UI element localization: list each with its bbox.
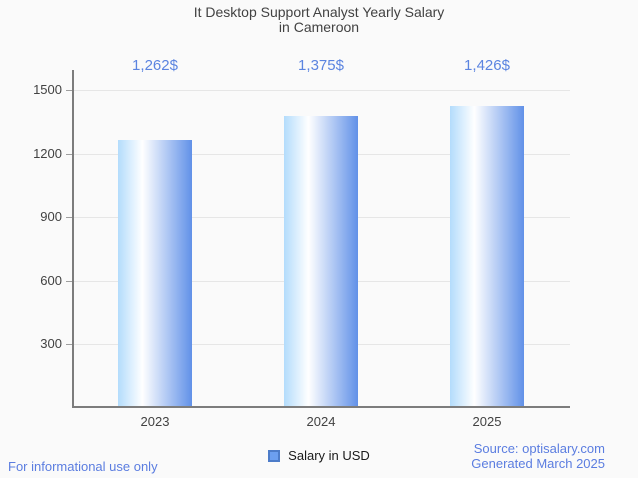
y-tick-label-900: 900 <box>40 209 62 224</box>
gridline-1500 <box>74 90 570 91</box>
y-tick-mark-1500 <box>66 90 72 91</box>
legend-marker-square <box>268 449 281 462</box>
y-tick-label-1500: 1500 <box>33 82 62 97</box>
bar-value-label-2023: 1,262$ <box>132 57 178 74</box>
y-axis-line <box>72 70 74 408</box>
chart-legend: Salary in USD <box>0 448 638 463</box>
disclaimer-text: For informational use only <box>8 459 158 474</box>
bar-value-label-2024: 1,375$ <box>298 57 344 74</box>
chart-title-line2: in Cameroon <box>278 19 360 35</box>
x-tick-label-2024: 2024 <box>306 414 336 429</box>
x-tick-label-2025: 2025 <box>472 414 502 429</box>
bar-2024 <box>284 116 358 406</box>
y-tick-label-600: 600 <box>40 272 62 288</box>
bar-2025 <box>450 105 524 406</box>
y-tick-mark-1200 <box>66 153 72 155</box>
chart-title-line1: It Desktop Support Analyst Yearly Salary <box>193 4 445 20</box>
x-tick-label-2023: 2023 <box>140 414 170 429</box>
bar-2023 <box>118 140 192 406</box>
y-axis-tick-labels: 300 600 900 1200 1500 <box>0 0 62 478</box>
y-tick-label-300: 300 <box>40 336 62 351</box>
bar-value-label-2025: 1,426$ <box>464 57 510 74</box>
chart-title: It Desktop Support Analyst Yearly Salary… <box>0 5 638 35</box>
y-tick-mark-600 <box>66 280 72 282</box>
source-block: Source: optisalary.com Generated March 2… <box>471 441 605 471</box>
source-text: Source: optisalary.com <box>473 441 605 456</box>
generated-text: Generated March 2025 <box>471 456 605 471</box>
x-axis-line <box>72 406 570 408</box>
legend-label: Salary in USD <box>288 448 370 463</box>
y-tick-mark-300 <box>66 344 72 345</box>
y-tick-mark-900 <box>66 217 72 218</box>
plot-area <box>66 70 570 408</box>
y-tick-label-1200: 1200 <box>33 145 62 161</box>
